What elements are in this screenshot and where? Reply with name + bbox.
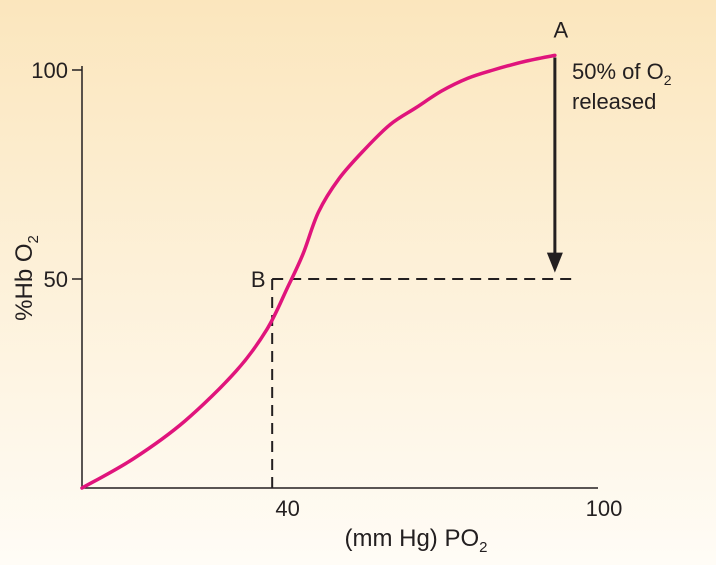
x-tick-label-40: 40 xyxy=(275,496,299,521)
point-label-B: B xyxy=(251,267,266,292)
y-axis-title-sub: 2 xyxy=(25,235,42,243)
y-tick-label-100: 100 xyxy=(31,58,68,83)
y-axis-title-main: %Hb O xyxy=(11,243,38,320)
release-annotation-text: 50% of O xyxy=(572,59,664,84)
y-axis-title: %Hb O2 xyxy=(11,235,42,321)
x-axis-title-main: (mm Hg) PO xyxy=(344,525,479,552)
plot-layer: 50 100 40 100 A B xyxy=(31,17,622,521)
release-arrow-head xyxy=(546,252,563,273)
y-tick-label-50: 50 xyxy=(44,267,68,292)
release-annotation-line2: released xyxy=(572,89,656,114)
x-tick-label-100: 100 xyxy=(586,496,623,521)
x-axis-title: (mm Hg) PO2 xyxy=(344,525,487,556)
release-annotation-line1: 50% of O2 xyxy=(572,59,672,88)
label-layer: %Hb O2 (mm Hg) PO2 50% of O2 released xyxy=(11,59,672,556)
dissociation-curve xyxy=(80,53,557,490)
release-annotation-sub: 2 xyxy=(664,72,672,88)
x-axis-title-sub: 2 xyxy=(479,539,487,556)
point-label-A: A xyxy=(554,17,569,42)
